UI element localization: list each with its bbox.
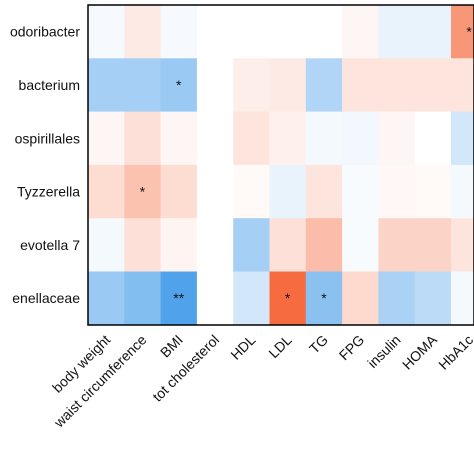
heatmap-cell — [160, 218, 198, 272]
heatmap-cell — [414, 5, 452, 59]
row-labels: odoribacter bacterium ospirillales Tyzzerel… — [10, 24, 80, 306]
heatmap-cell — [196, 218, 234, 272]
heatmap-cell — [342, 271, 379, 326]
heatmap-cell — [88, 111, 125, 166]
heatmap-cell — [88, 164, 125, 219]
significance-marker: ** — [173, 290, 184, 306]
heatmap-cell — [233, 58, 270, 113]
heatmap-cell — [269, 5, 307, 59]
heatmap-cell — [160, 271, 198, 326]
heatmap-cell — [378, 218, 416, 272]
row-label: ospirillales — [15, 130, 80, 146]
heatmap-cell — [269, 58, 307, 113]
column-label: tot cholesterol — [149, 332, 222, 405]
column-label: LDL — [265, 331, 295, 361]
significance-marker: * — [176, 77, 182, 93]
heatmap-cell — [88, 5, 125, 59]
heatmap-cell — [196, 111, 234, 166]
heatmap-cell — [451, 58, 474, 113]
heatmap-cell — [305, 164, 343, 219]
heatmap-cell — [233, 5, 270, 59]
heatmap-cell — [305, 218, 343, 272]
heatmap-cell — [124, 5, 162, 59]
heatmap-cell — [414, 58, 452, 113]
heatmap-cell — [342, 164, 379, 219]
row-label: evotella 7 — [20, 237, 80, 253]
heatmap-cell — [233, 111, 270, 166]
heatmap-cell — [196, 164, 234, 219]
heatmap-cell — [269, 271, 307, 326]
significance-marker: * — [321, 290, 327, 306]
heatmap-cells — [88, 5, 474, 326]
column-label: HbA1c — [435, 332, 474, 373]
heatmap-cell — [342, 58, 379, 113]
heatmap-cell — [378, 164, 416, 219]
heatmap-cell — [160, 111, 198, 166]
column-label: FPG — [336, 332, 368, 364]
heatmap-cell — [196, 5, 234, 59]
heatmap-cell — [160, 5, 198, 59]
heatmap-cell — [342, 111, 379, 166]
heatmap-cell — [451, 5, 474, 59]
heatmap-cell — [451, 164, 474, 219]
heatmap-cell — [233, 218, 270, 272]
heatmap-cell — [451, 271, 474, 326]
row-label: bacterium — [19, 77, 80, 93]
row-label: Tyzzerella — [17, 184, 80, 200]
heatmap-cell — [124, 271, 162, 326]
heatmap-cell — [233, 271, 270, 326]
significance-marker: * — [466, 24, 472, 40]
heatmap-cell — [196, 271, 234, 326]
column-label: insulin — [364, 332, 403, 371]
significance-marker: * — [140, 184, 146, 200]
heatmap-cell — [269, 164, 307, 219]
column-label: HDL — [227, 331, 258, 362]
significance-markers: ***** * * — [140, 24, 473, 306]
heatmap-cell — [160, 164, 198, 219]
heatmap-cell — [342, 5, 379, 59]
heatmap-cell — [378, 5, 416, 59]
heatmap-cell — [269, 218, 307, 272]
heatmap-cell — [124, 58, 162, 113]
heatmap-cell — [124, 218, 162, 272]
heatmap-cell — [196, 58, 234, 113]
heatmap-cell — [305, 271, 343, 326]
heatmap-cell — [414, 164, 452, 219]
heatmap-cell — [124, 111, 162, 166]
heatmap-cell — [233, 164, 270, 219]
row-label: odoribacter — [10, 24, 80, 40]
row-label: enellaceae — [12, 290, 80, 306]
plot-frame — [87, 4, 474, 326]
heatmap-cell — [269, 111, 307, 166]
heatmap-cell — [305, 5, 343, 59]
heatmap-cell — [414, 271, 452, 326]
heatmap-cell — [342, 218, 379, 272]
heatmap-cell — [378, 111, 416, 166]
heatmap-cell — [451, 111, 474, 166]
heatmap-cell — [414, 111, 452, 166]
heatmap-cell — [378, 58, 416, 113]
heatmap-cell — [305, 58, 343, 113]
heatmap-cell — [124, 164, 162, 219]
heatmap-cell — [88, 271, 125, 326]
significance-marker: * — [285, 290, 291, 306]
column-label: TG — [306, 332, 331, 357]
heatmap-cell — [378, 271, 416, 326]
heatmap-cell — [88, 58, 125, 113]
heatmap-cell — [88, 218, 125, 272]
heatmap-cell — [160, 58, 198, 113]
column-label: HOMA — [399, 331, 440, 372]
heatmap-cell — [451, 218, 474, 272]
heatmap-cell — [305, 111, 343, 166]
column-label: BMI — [157, 332, 186, 361]
heatmap-cell — [414, 218, 452, 272]
